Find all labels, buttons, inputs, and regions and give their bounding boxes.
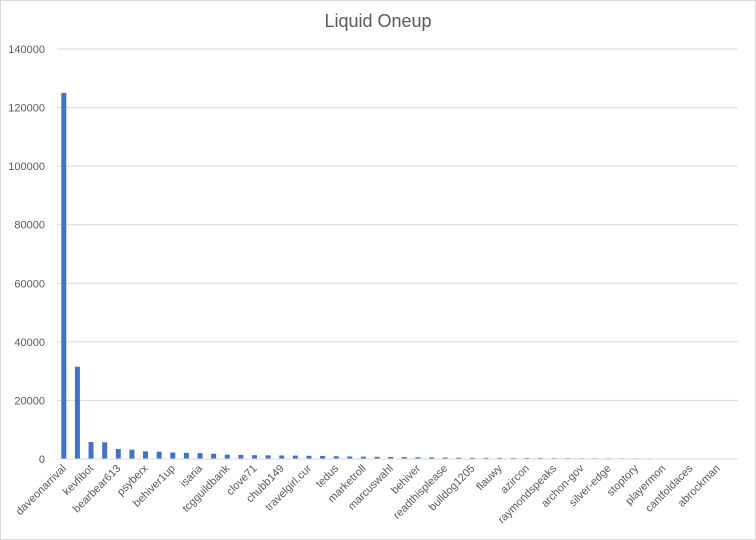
y-tick-label: 20000 xyxy=(14,395,45,407)
bar xyxy=(360,456,366,459)
bar xyxy=(74,366,80,459)
bar xyxy=(415,457,421,459)
bar xyxy=(102,442,108,459)
bar xyxy=(401,457,407,459)
bar xyxy=(292,455,298,459)
bar xyxy=(224,454,230,459)
bar xyxy=(265,455,271,459)
bar xyxy=(279,455,285,459)
bar xyxy=(320,455,326,459)
y-tick-label: 100000 xyxy=(8,161,45,173)
bar xyxy=(211,453,217,459)
bar xyxy=(143,451,149,459)
bar xyxy=(469,457,475,459)
bar xyxy=(510,457,516,459)
bar xyxy=(347,456,353,459)
chart-title: Liquid Oneup xyxy=(324,11,432,31)
bar xyxy=(456,457,462,459)
bar xyxy=(497,457,503,459)
bar xyxy=(483,457,489,459)
y-tick-label: 0 xyxy=(39,454,45,466)
bar xyxy=(238,454,244,459)
bar xyxy=(374,456,380,459)
y-tick-label: 120000 xyxy=(8,103,45,115)
bar xyxy=(333,456,339,459)
bar xyxy=(442,457,448,459)
y-tick-label: 140000 xyxy=(8,44,45,56)
bar xyxy=(197,453,203,459)
bar xyxy=(129,449,135,459)
bar xyxy=(61,92,67,459)
bar xyxy=(115,449,121,459)
bar xyxy=(251,455,257,459)
bar xyxy=(306,455,312,459)
y-tick-label: 60000 xyxy=(14,278,45,290)
bar xyxy=(88,442,94,459)
bar xyxy=(156,451,162,459)
bar xyxy=(183,452,189,459)
y-tick-label: 80000 xyxy=(14,220,45,232)
y-tick-label: 40000 xyxy=(14,337,45,349)
bar xyxy=(170,452,176,459)
bar xyxy=(429,457,435,459)
bar xyxy=(388,456,394,459)
